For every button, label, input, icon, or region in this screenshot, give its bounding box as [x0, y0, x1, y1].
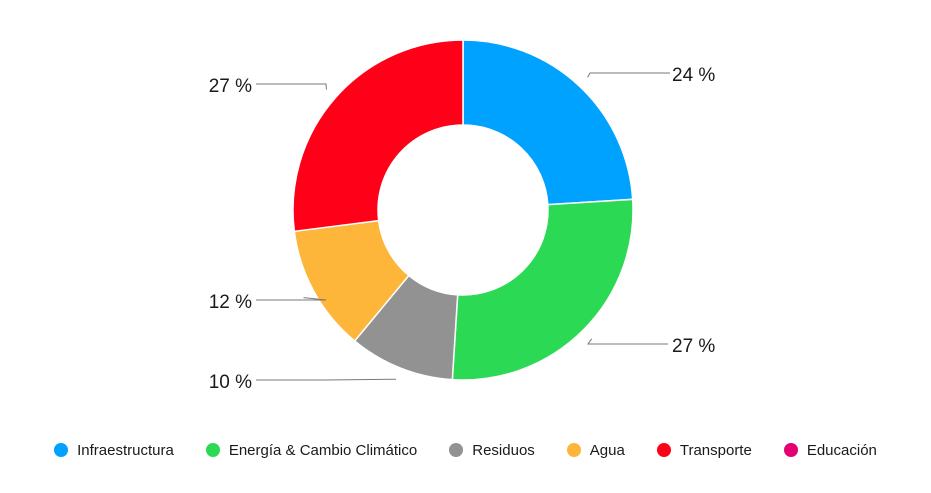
legend-label: Transporte	[679, 441, 752, 459]
leader-line	[256, 297, 327, 301]
leader-line	[587, 72, 670, 78]
leader-lines	[256, 72, 670, 381]
data-label: 24 %	[672, 65, 715, 86]
legend-swatch	[566, 443, 581, 457]
legend-item: Transporte	[656, 441, 752, 459]
legend-label: Infraestructura	[77, 441, 174, 459]
legend-item: Agua	[566, 441, 625, 459]
slice-transporte	[292, 39, 464, 233]
leader-line	[256, 378, 397, 381]
legend-label: Agua	[589, 441, 625, 459]
legend-item: Residuos	[449, 442, 535, 459]
legend-item: Infraestructura	[54, 442, 174, 459]
legend-swatch	[54, 443, 69, 457]
leader-line	[256, 83, 327, 90]
legend-swatch	[656, 443, 671, 457]
slice-infraestructura	[462, 39, 634, 206]
legend-swatch	[205, 443, 220, 457]
legend-label: Energía & Cambio Climático	[228, 441, 418, 459]
data-labels: 24 % 27 % 10 % 12 % 27 %	[209, 65, 716, 393]
leader-line	[587, 338, 668, 345]
data-label: 27 %	[672, 336, 715, 357]
legend-item: Energía & Cambio Climático	[205, 441, 418, 459]
legend-label: Educación	[806, 441, 877, 459]
legend: Infraestructura Energía & Cambio Climátic…	[0, 436, 931, 464]
donut-slices	[292, 39, 634, 381]
legend-item: Educación	[783, 441, 877, 459]
donut-chart: 24 % 27 % 10 % 12 % 27 %	[209, 39, 716, 393]
data-label: 27 %	[209, 76, 252, 97]
legend-swatch	[449, 443, 464, 457]
legend-label: Residuos	[472, 441, 535, 459]
data-label: 12 %	[209, 292, 252, 313]
legend-swatch	[783, 443, 798, 457]
data-label: 10 %	[209, 372, 252, 393]
slice-energ-a-cambio-clim-tico	[451, 198, 634, 381]
